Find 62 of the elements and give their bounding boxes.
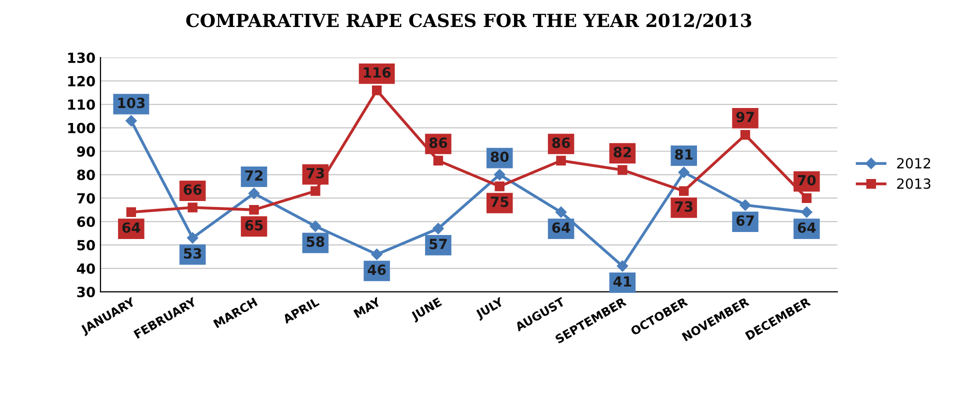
data-label: 75 <box>490 196 508 208</box>
data-label: 64 <box>122 222 140 233</box>
y-tick-label: 50 <box>77 240 95 250</box>
point <box>248 188 260 200</box>
point <box>433 156 444 166</box>
data-label: 57 <box>430 238 447 250</box>
data-label: 53 <box>184 248 202 259</box>
data-label: 72 <box>245 170 262 181</box>
point <box>371 248 382 260</box>
data-label: 81 <box>675 149 693 160</box>
y-tick-label: 40 <box>76 263 95 274</box>
point <box>802 193 812 203</box>
data-label: 58 <box>306 236 324 247</box>
point <box>740 200 751 211</box>
y-tick-label: 30 <box>77 286 95 298</box>
data-label: 86 <box>429 137 448 148</box>
data-label: 73 <box>306 168 324 178</box>
point <box>740 130 750 140</box>
y-tick-label: 80 <box>77 170 95 180</box>
data-label: 67 <box>736 215 754 226</box>
data-label: 66 <box>184 184 202 195</box>
data-label: 73 <box>675 201 692 212</box>
data-label: 65 <box>245 220 263 231</box>
point <box>186 232 198 244</box>
data-label: 64 <box>798 222 816 233</box>
point <box>126 207 136 218</box>
data-label: 82 <box>614 146 631 158</box>
point <box>494 169 506 180</box>
point <box>432 222 444 234</box>
point <box>616 260 628 272</box>
data-label: 41 <box>613 276 632 287</box>
y-tick-label: 130 <box>68 52 95 64</box>
point <box>249 204 259 215</box>
chart-title: COMPARATIVE RAPE CASES FOR THE YEAR 2012/2013 <box>186 14 752 29</box>
y-tick-label: 110 <box>68 99 95 110</box>
point <box>494 182 504 192</box>
data-label: 46 <box>368 264 386 276</box>
point <box>618 165 628 175</box>
point <box>310 186 320 196</box>
point <box>310 220 322 232</box>
y-tick-label: 60 <box>77 216 95 228</box>
data-label: 80 <box>490 152 509 162</box>
y-tick-label: 120 <box>68 76 95 86</box>
y-tick-label: 90 <box>77 146 95 157</box>
point <box>556 156 566 166</box>
point <box>188 202 198 212</box>
data-label: 70 <box>798 174 816 186</box>
point <box>372 85 382 96</box>
y-tick-label: 100 <box>68 122 95 134</box>
point <box>801 206 812 218</box>
point <box>555 206 567 218</box>
y-tick-label: 70 <box>77 193 95 204</box>
point <box>678 186 689 196</box>
data-label: 86 <box>552 137 570 148</box>
data-label: 97 <box>736 112 754 122</box>
data-label: 64 <box>552 222 570 233</box>
point <box>678 166 690 178</box>
legend-label: 2012 <box>897 158 930 169</box>
data-label: 116 <box>364 67 391 78</box>
legend-label: 2013 <box>897 178 930 189</box>
data-label: 103 <box>118 98 145 108</box>
point <box>126 115 137 126</box>
